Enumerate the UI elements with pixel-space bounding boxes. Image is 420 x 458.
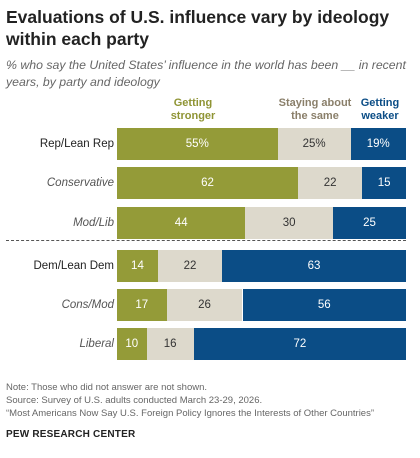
bar-same: 25%: [277, 128, 351, 160]
chart-report-title: “Most Americans Now Say U.S. Foreign Pol…: [6, 408, 375, 419]
row-label: Mod/Lib: [73, 217, 114, 229]
bar-value-label: 62: [201, 177, 214, 189]
bar-stronger: 17: [117, 289, 167, 321]
bar-weaker: 19%: [350, 128, 406, 160]
bar-weaker: 63: [222, 250, 406, 282]
row-label: Cons/Mod: [61, 299, 114, 311]
bar-value-label: 10: [125, 338, 139, 350]
bar-value-label: 25: [363, 217, 376, 229]
bar-value-label: 30: [282, 217, 296, 229]
bar-same: 16: [146, 328, 194, 360]
bar-value-label: 16: [163, 338, 177, 350]
bar-value-label: 55%: [185, 138, 209, 150]
bar-same: 22: [298, 167, 363, 199]
row-label: Dem/Lean Dem: [33, 260, 114, 272]
bar-weaker: 56: [242, 289, 406, 321]
bar-value-label: 22: [183, 260, 197, 272]
brand-logo-text: PEW RESEARCH CENTER: [6, 429, 136, 440]
bar-same: 26: [166, 289, 243, 321]
bar-value-label: 15: [377, 177, 391, 189]
bar-same: 30: [245, 207, 333, 239]
bar-value-label: 22: [323, 177, 337, 189]
bar-stronger: 55%: [117, 128, 278, 160]
bar-weaker: 25: [333, 207, 406, 239]
chart-subtitle: % who say the United States’ influence i…: [6, 58, 406, 89]
bar-value-label: 56: [317, 299, 331, 311]
chart-source: Source: Survey of U.S. adults conducted …: [6, 395, 263, 406]
party-divider: [6, 240, 406, 241]
bar-value-label: 63: [307, 260, 321, 272]
legend-getting-weaker: Getting weaker: [360, 97, 400, 122]
bar-value-label: 14: [131, 260, 144, 272]
bar-value-label: 44: [174, 217, 188, 229]
bar-same: 22: [157, 250, 223, 282]
bar-value-label: 19%: [366, 138, 390, 150]
bar-stronger: 44: [117, 207, 246, 239]
legend-staying-same: Staying about the same: [278, 97, 352, 122]
bar-stronger: 62: [117, 167, 298, 199]
bar-weaker: 72: [193, 328, 406, 360]
chart-note: Note: Those who did not answer are not s…: [6, 382, 208, 393]
bar-value-label: 25%: [302, 138, 326, 150]
bar-weaker: 15: [362, 167, 406, 199]
bar-stronger: 10: [117, 328, 147, 360]
row-label: Rep/Lean Rep: [39, 138, 114, 150]
bar-value-label: 17: [135, 299, 149, 311]
bar-value-label: 26: [198, 299, 211, 311]
row-label: Conservative: [46, 177, 114, 189]
row-label: Liberal: [79, 338, 114, 350]
bar-value-label: 72: [293, 338, 307, 350]
legend-getting-stronger: Getting stronger: [170, 97, 216, 122]
chart-title: Evaluations of U.S. influence vary by id…: [6, 7, 390, 49]
bar-stronger: 14: [117, 250, 158, 282]
